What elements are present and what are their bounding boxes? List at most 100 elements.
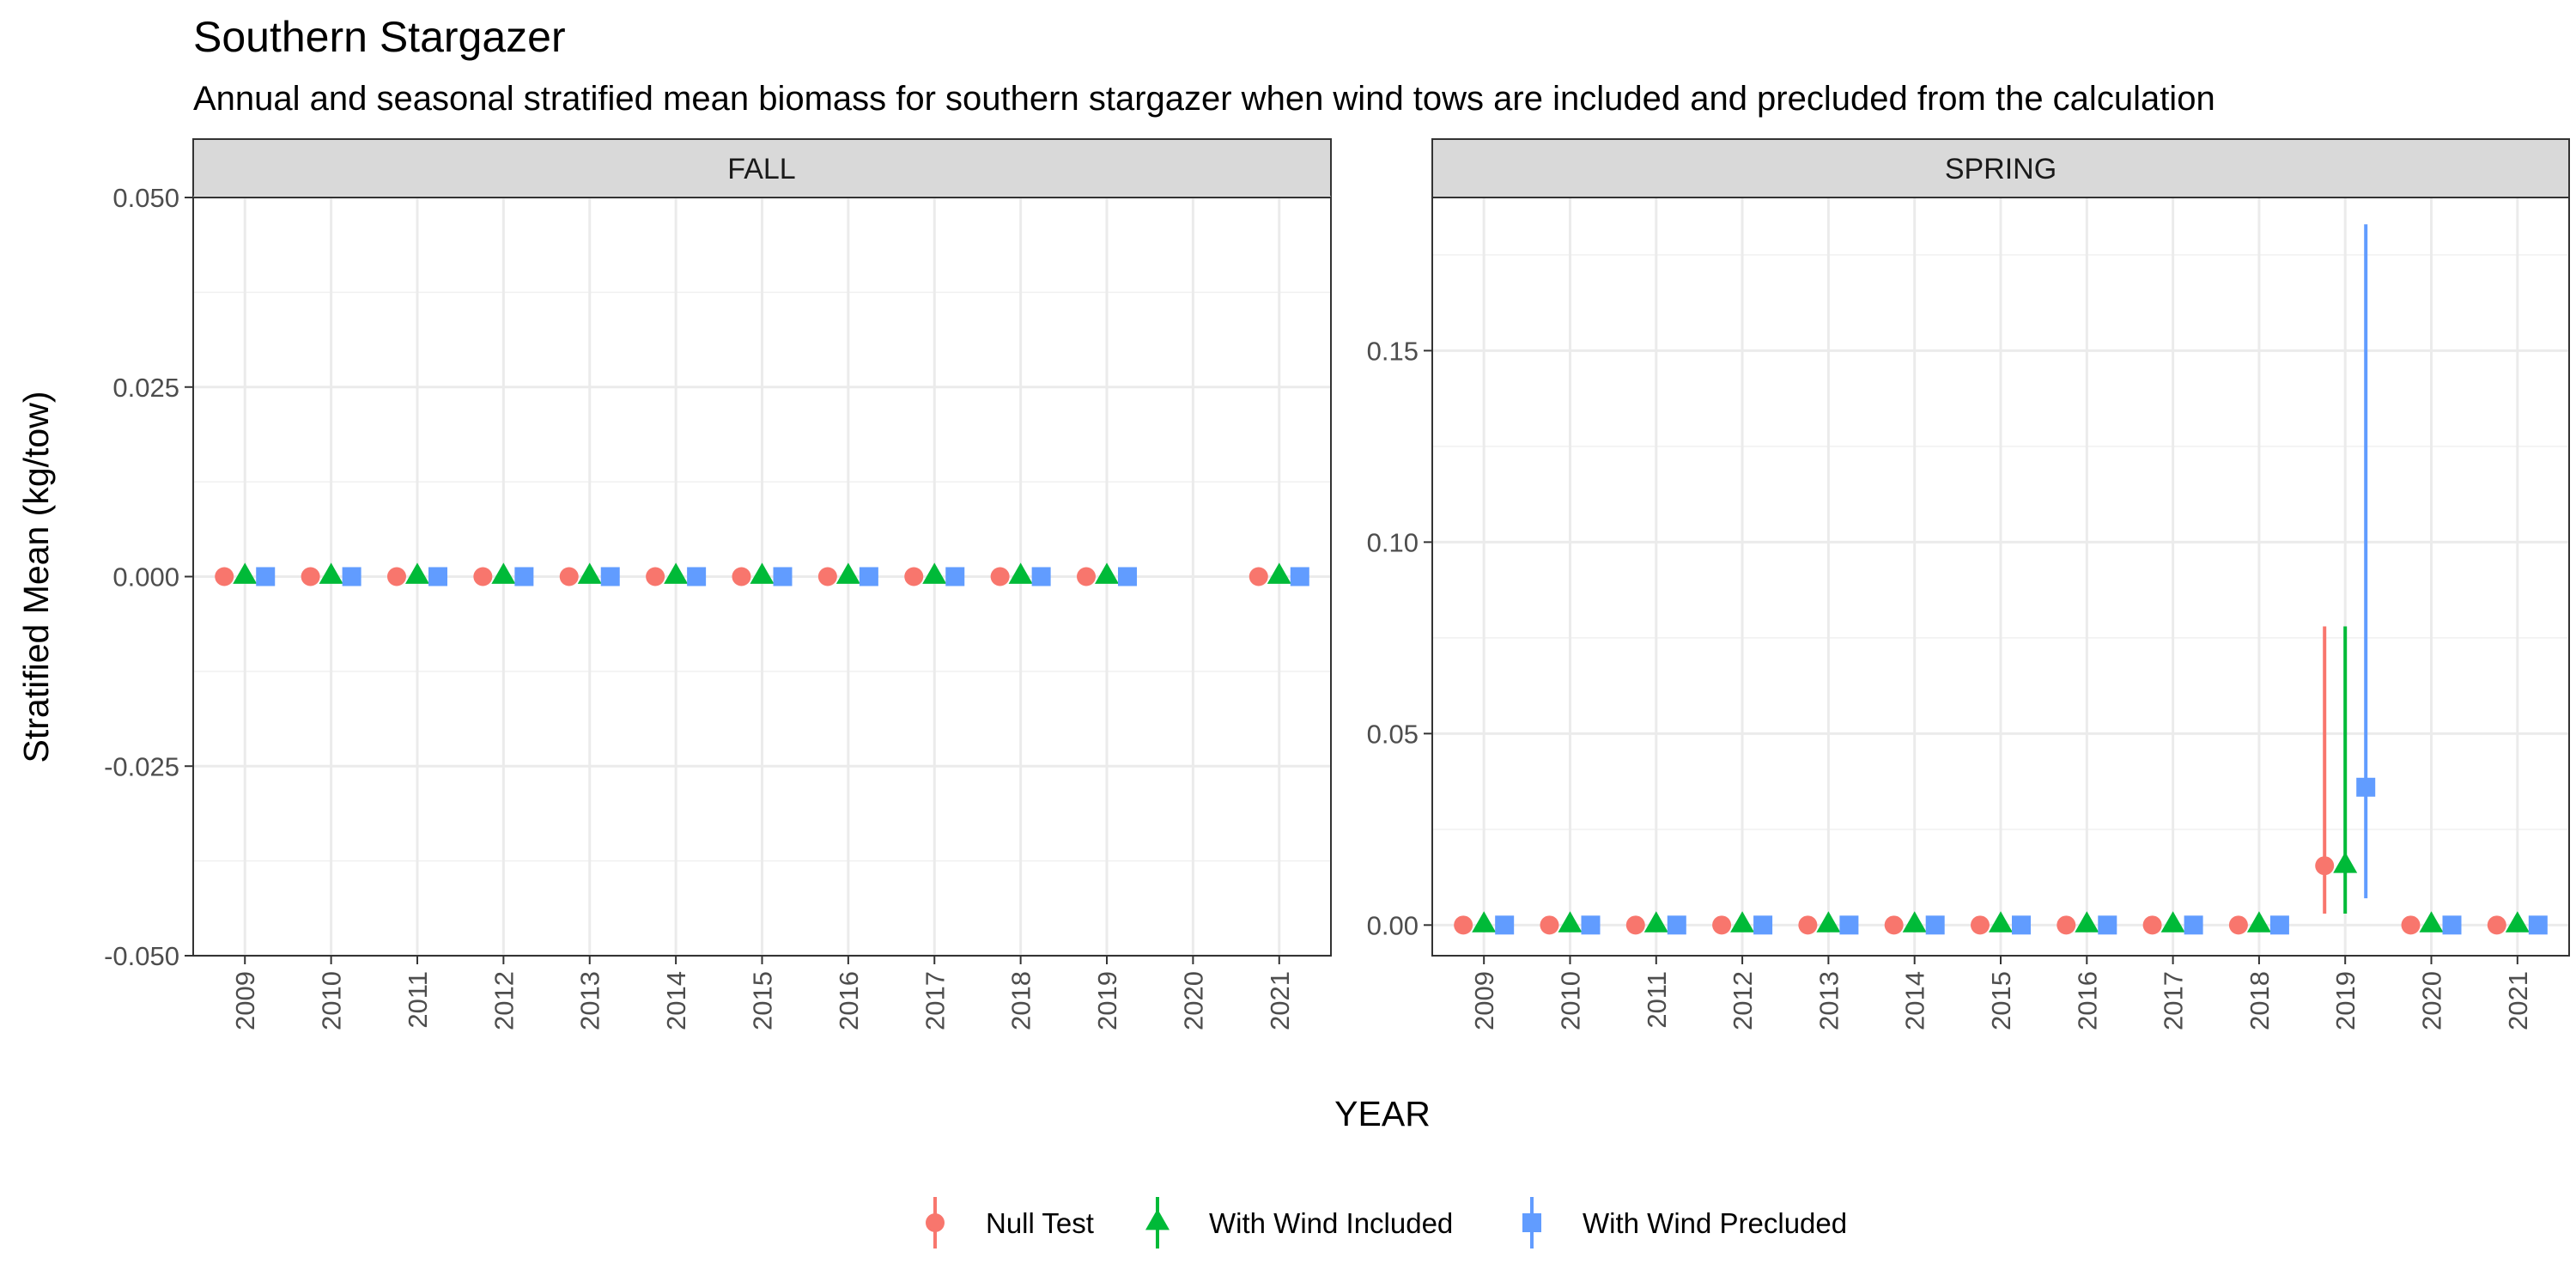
data-point xyxy=(1902,911,1927,933)
data-point xyxy=(473,567,493,586)
data-point xyxy=(1454,915,1473,935)
x-tick-label: 2010 xyxy=(1555,971,1585,1030)
x-tick-label: 2012 xyxy=(1728,971,1758,1030)
y-tick-label: 0.025 xyxy=(112,373,179,403)
x-axis-title: YEAR xyxy=(1334,1094,1431,1133)
data-point xyxy=(514,567,534,586)
data-point xyxy=(2356,777,2376,797)
legend-label: With Wind Included xyxy=(1209,1207,1453,1239)
panel-strip-label: FALL xyxy=(727,153,795,185)
data-point xyxy=(2269,915,2289,935)
x-tick-label: 2021 xyxy=(1265,971,1295,1030)
data-point xyxy=(577,562,602,584)
data-point xyxy=(301,567,320,586)
data-point xyxy=(2315,856,2335,876)
x-tick-label: 2010 xyxy=(317,971,347,1030)
y-tick-label: 0.000 xyxy=(112,562,179,592)
data-point xyxy=(1290,567,1309,586)
data-point xyxy=(2057,915,2076,935)
data-point xyxy=(2160,911,2185,933)
data-point xyxy=(732,567,751,586)
data-point xyxy=(2228,915,2248,935)
legend: Null Test With Wind Included With Wind Pre… xyxy=(926,1197,1847,1249)
legend-item: Null Test xyxy=(926,1197,1094,1249)
legend-key-marker xyxy=(1522,1213,1541,1232)
x-tick-label: 2015 xyxy=(748,971,778,1030)
data-point xyxy=(1712,915,1732,935)
data-point xyxy=(1581,915,1601,935)
data-point xyxy=(386,567,406,586)
data-point xyxy=(404,562,429,584)
data-point xyxy=(750,562,775,584)
data-point xyxy=(945,567,965,586)
x-tick-label: 2017 xyxy=(920,971,950,1030)
data-point xyxy=(646,567,665,586)
data-point xyxy=(1031,567,1051,586)
x-tick-label: 2019 xyxy=(2330,971,2360,1030)
data-point xyxy=(1798,915,1818,935)
data-point xyxy=(2184,915,2203,935)
legend-key-marker xyxy=(1145,1208,1170,1230)
x-tick-label: 2016 xyxy=(834,971,864,1030)
x-tick-label: 2018 xyxy=(2245,971,2275,1030)
panel-strip xyxy=(1431,138,2570,198)
data-point xyxy=(1989,911,2013,933)
legend-item: With Wind Included xyxy=(1145,1197,1453,1249)
panel-spring: SPRING 0.00 0.05 0.10 0.15 2009 2010 2011 2012 2… xyxy=(1367,138,2570,1030)
x-tick-label: 2011 xyxy=(403,971,433,1029)
data-point xyxy=(215,567,234,586)
panel-strip xyxy=(192,138,1332,198)
data-point xyxy=(1267,562,1291,584)
data-point xyxy=(1884,915,1904,935)
chart-subtitle: Annual and seasonal stratified mean biom… xyxy=(193,80,2215,118)
data-point xyxy=(1249,567,1268,586)
data-point xyxy=(1753,915,1773,935)
data-point xyxy=(2442,915,2462,935)
x-tick-label: 2014 xyxy=(1900,971,1930,1030)
data-point xyxy=(1625,915,1645,935)
data-point xyxy=(773,567,793,586)
data-point xyxy=(1495,915,1515,935)
legend-item: With Wind Precluded xyxy=(1522,1197,1847,1249)
x-tick-label: 2020 xyxy=(1178,971,1208,1030)
data-point xyxy=(904,567,924,586)
data-point xyxy=(2142,915,2162,935)
legend-key-marker xyxy=(926,1213,945,1232)
data-point xyxy=(1118,567,1138,586)
legend-label: With Wind Precluded xyxy=(1583,1207,1847,1239)
data-point xyxy=(664,562,689,584)
data-point xyxy=(1730,911,1755,933)
data-point xyxy=(859,567,878,586)
y-tick-label: 0.15 xyxy=(1367,336,1419,366)
data-point xyxy=(2246,911,2271,933)
data-point xyxy=(817,567,837,586)
x-tick-label: 2014 xyxy=(661,971,691,1030)
data-point xyxy=(2401,915,2421,935)
x-tick-label: 2011 xyxy=(1642,971,1672,1029)
x-tick-label: 2019 xyxy=(1092,971,1122,1030)
y-tick-label: -0.050 xyxy=(104,941,179,971)
data-point xyxy=(1472,911,1497,933)
x-tick-label: 2013 xyxy=(1814,971,1844,1030)
data-point xyxy=(2098,915,2117,935)
data-point xyxy=(1839,915,1859,935)
y-tick-label: 0.00 xyxy=(1367,910,1419,940)
data-point xyxy=(687,567,707,586)
x-tick-label: 2009 xyxy=(230,971,260,1030)
data-point xyxy=(1643,911,1668,933)
data-point xyxy=(1540,915,1559,935)
data-point xyxy=(2487,915,2506,935)
data-point xyxy=(2505,911,2530,933)
panel-strip-label: SPRING xyxy=(1945,153,2057,185)
data-point xyxy=(1008,562,1033,584)
y-tick-label: 0.10 xyxy=(1367,527,1419,557)
data-point xyxy=(342,567,361,586)
x-tick-label: 2020 xyxy=(2417,971,2447,1030)
chart-title: Southern Stargazer xyxy=(193,13,566,61)
x-tick-label: 2017 xyxy=(2159,971,2189,1030)
data-point xyxy=(1558,911,1583,933)
panel-fall: FALL -0.050 -0.025 0.000 0.025 0.050 2009 2010… xyxy=(104,138,1332,1030)
x-tick-label: 2015 xyxy=(1986,971,2016,1030)
data-point xyxy=(1925,915,1945,935)
data-point xyxy=(1077,567,1097,586)
